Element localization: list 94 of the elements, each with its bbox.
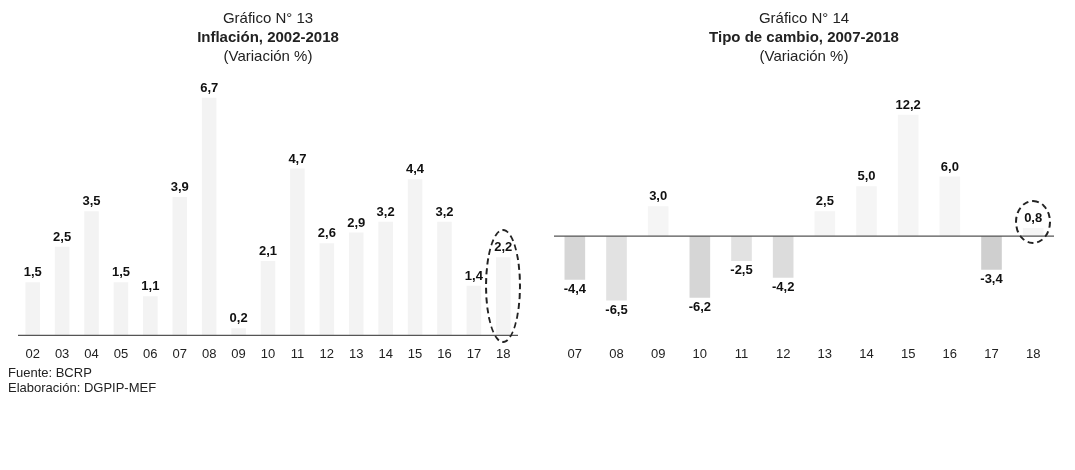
- data-label: -4,2: [771, 278, 795, 294]
- bar: [647, 206, 669, 237]
- bar: [897, 114, 919, 237]
- bar: [25, 282, 40, 336]
- bar: [606, 236, 627, 301]
- chart-title: Gráfico N° 13: [221, 8, 315, 27]
- data-label: 12,2: [895, 96, 921, 112]
- data-label: 3,0: [649, 188, 668, 204]
- x-tick-label: 16: [942, 345, 958, 361]
- bar: [939, 176, 961, 237]
- x-tick-label: 17: [466, 345, 482, 361]
- data-label: 1,4: [464, 267, 484, 283]
- data-label: -6,2: [688, 298, 712, 314]
- x-tick-label: 08: [201, 345, 217, 361]
- bar: [260, 260, 276, 336]
- bar: [113, 282, 129, 336]
- bar: [319, 243, 335, 336]
- bar: [437, 221, 452, 336]
- text: Elaboración: DGPIP-MEF: [8, 380, 158, 395]
- x-tick-label: 18: [1025, 345, 1041, 361]
- data-label: -2,5: [730, 261, 753, 277]
- data-label: 0,8: [1024, 210, 1043, 226]
- bar: [856, 186, 877, 237]
- bar: [378, 221, 393, 336]
- data-label: 2,1: [258, 242, 278, 258]
- y-axis-title: (Variación %): [222, 46, 314, 65]
- bar: [348, 232, 364, 336]
- data-label: 3,2: [435, 203, 454, 219]
- chart-subtitle: Tipo de cambio, 2007-2018: [708, 27, 900, 46]
- x-tick-label: 13: [817, 345, 833, 361]
- x-tick-label: 11: [290, 345, 305, 361]
- data-label: 6,7: [200, 79, 219, 95]
- chart-title: Gráfico N° 14: [757, 8, 851, 27]
- data-label: 4,4: [406, 161, 425, 177]
- x-tick-label: 02: [25, 345, 40, 361]
- bar: [54, 246, 70, 336]
- data-label: 1,5: [23, 264, 42, 280]
- bar: [731, 236, 752, 261]
- x-tick-label: 14: [859, 345, 874, 361]
- bar: [772, 236, 794, 278]
- bar: [981, 236, 1002, 270]
- bar: [231, 328, 246, 336]
- data-label: 3,2: [376, 203, 395, 219]
- x-tick-label: 05: [113, 345, 129, 361]
- x-tick-label: 13: [349, 345, 364, 361]
- data-label: 1,5: [111, 264, 130, 280]
- bar: [290, 168, 305, 336]
- y-axis-title: (Variación %): [758, 46, 850, 65]
- bar: [814, 211, 836, 237]
- bar: [143, 296, 158, 336]
- data-label: -3,4: [980, 270, 1004, 286]
- x-tick-label: 08: [609, 345, 624, 361]
- x-tick-label: 07: [567, 345, 583, 361]
- x-tick-label: 16: [437, 345, 452, 361]
- x-tick-label: 14: [378, 345, 393, 361]
- data-label: 2,9: [347, 214, 366, 230]
- data-label: 3,5: [82, 193, 101, 209]
- data-label: 4,7: [288, 150, 307, 166]
- x-tick-label: 10: [260, 345, 276, 361]
- x-tick-label: 15: [407, 345, 423, 361]
- data-label: 3,9: [170, 179, 189, 195]
- x-tick-label: 17: [984, 345, 999, 361]
- data-label: 2,5: [53, 228, 72, 244]
- data-label: 2,2: [494, 239, 513, 255]
- data-label: 0,2: [229, 310, 248, 326]
- x-tick-label: 09: [650, 345, 666, 361]
- x-tick-label: 15: [900, 345, 916, 361]
- x-tick-label: 09: [231, 345, 246, 361]
- bar: [564, 236, 586, 280]
- data-label: -6,5: [605, 301, 628, 317]
- source-note: Fuente: BCRP: [8, 365, 93, 380]
- data-label: -4,4: [563, 280, 587, 296]
- data-label: 2,5: [815, 193, 834, 209]
- data-label: 6,0: [940, 158, 959, 174]
- data-label: 5,0: [857, 168, 876, 184]
- bar: [172, 197, 188, 336]
- bar: [407, 179, 423, 336]
- x-tick-label: 11: [734, 345, 749, 361]
- data-label: 1,1: [141, 278, 160, 294]
- x-tick-label: 04: [84, 345, 99, 361]
- bar: [201, 97, 217, 336]
- bar: [84, 211, 99, 336]
- x-tick-label: 18: [496, 345, 511, 361]
- chart-subtitle: Inflación, 2002-2018: [196, 27, 340, 46]
- bar: [496, 257, 511, 336]
- data-label: 2,6: [317, 225, 336, 241]
- bar: [689, 236, 711, 298]
- x-tick-label: 12: [775, 345, 791, 361]
- bar: [466, 285, 482, 336]
- x-tick-label: 06: [143, 345, 158, 361]
- x-tick-label: 03: [54, 345, 70, 361]
- x-tick-label: 12: [319, 345, 335, 361]
- x-tick-label: 07: [172, 345, 187, 361]
- x-tick-label: 10: [692, 345, 708, 361]
